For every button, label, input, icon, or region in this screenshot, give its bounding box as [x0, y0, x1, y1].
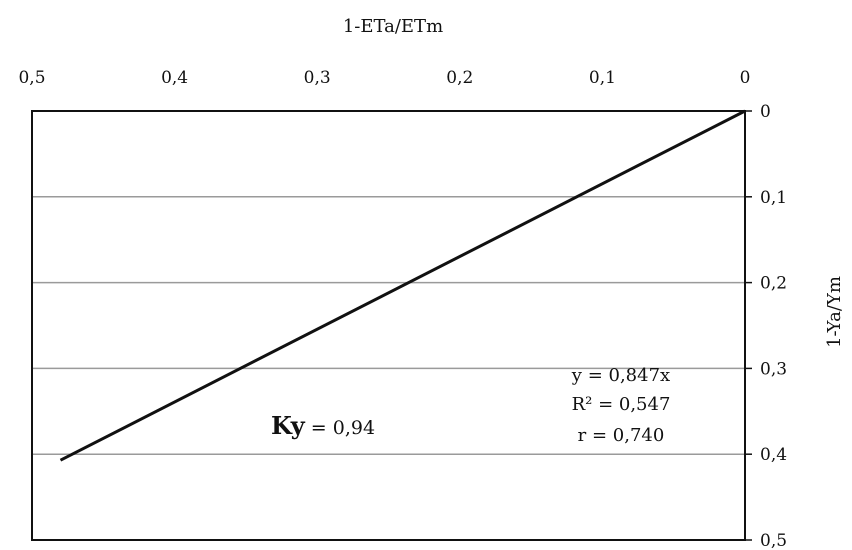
x-axis-title: 1-ETa/ETm	[343, 16, 443, 37]
x-axis-ticks: 0,5 0,4 0,3 0,2 0,1 0	[18, 68, 750, 88]
trendline-equation: y = 0,847x	[571, 365, 670, 386]
y-tick-label: 0,5	[760, 531, 787, 550]
ky-annotation: Ky = 0,94	[271, 411, 375, 440]
plot-area-frame	[31, 110, 746, 541]
x-tick-label: 0,3	[304, 68, 331, 88]
x-tick-label: 0,1	[589, 68, 616, 88]
ky-label: Ky	[271, 411, 306, 440]
x-tick-label: 0,4	[161, 68, 188, 88]
y-tick-label: 0,4	[760, 445, 787, 465]
y-tick-label: 0,3	[760, 359, 787, 379]
gridlines	[32, 196, 745, 455]
y-tick-label: 0	[760, 102, 771, 122]
y-axis-ticks: 0 0,1 0,2 0,3 0,4 0,5	[745, 102, 787, 550]
x-tick-label: 0,5	[18, 68, 45, 88]
y-tick-label: 0,1	[760, 188, 787, 208]
y-tick-label: 0,2	[760, 274, 787, 294]
y-axis-title: 1-Ya/Ym	[824, 276, 845, 348]
x-tick-label: 0	[740, 68, 751, 88]
series-group	[59, 109, 746, 462]
ky-value: = 0,94	[305, 417, 375, 439]
x-tick-label: 0,2	[446, 68, 473, 88]
trend-line	[59, 109, 746, 462]
r-label: r = 0,740	[578, 425, 665, 446]
r-squared-label: R² = 0,547	[572, 394, 671, 415]
